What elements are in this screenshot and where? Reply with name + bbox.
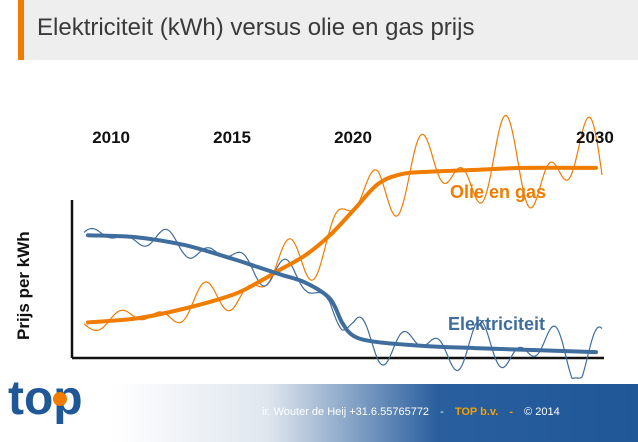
title-bar [18, 0, 638, 60]
footer-bar [110, 384, 638, 442]
y-axis-label: Prijs per kWh [14, 231, 33, 340]
series-line-olie-en-gas [86, 165, 598, 325]
series-label-olie-en-gas: Olie en gas [450, 182, 547, 202]
fluctuation-line-elektriciteit [83, 227, 603, 380]
top-logo: top [8, 372, 83, 425]
series-line-elektriciteit [86, 233, 598, 355]
footer-company: TOP b.v. [454, 406, 499, 418]
x-tick-label-2015: 2015 [213, 128, 251, 147]
footer-separator: - [440, 406, 444, 418]
slide-title: Elektriciteit (kWh) versus olie en gas p… [37, 14, 475, 41]
chart-axes [70, 200, 604, 360]
footer-separator-2: - [509, 406, 513, 418]
footer-copyright: © 2014 [524, 406, 560, 418]
title-accent [18, 0, 24, 60]
price-fluctuation-lines [83, 114, 603, 380]
logo-text: top [8, 372, 83, 425]
fluctuation-line-olie-en-gas [83, 114, 603, 332]
x-tick-label-2020: 2020 [334, 128, 372, 147]
logo-dot [53, 392, 67, 406]
footer-author: ir. Wouter de Heij +31.6.55765772 [262, 406, 430, 418]
footer-text: ir. Wouter de Heij +31.6.55765772 - TOP … [262, 406, 560, 418]
trend-lines [86, 165, 598, 355]
x-tick-label-2010: 2010 [92, 128, 131, 147]
series-label-elektriciteit: Elektriciteit [448, 314, 546, 334]
x-tick-label-2030: 2030 [576, 128, 614, 147]
